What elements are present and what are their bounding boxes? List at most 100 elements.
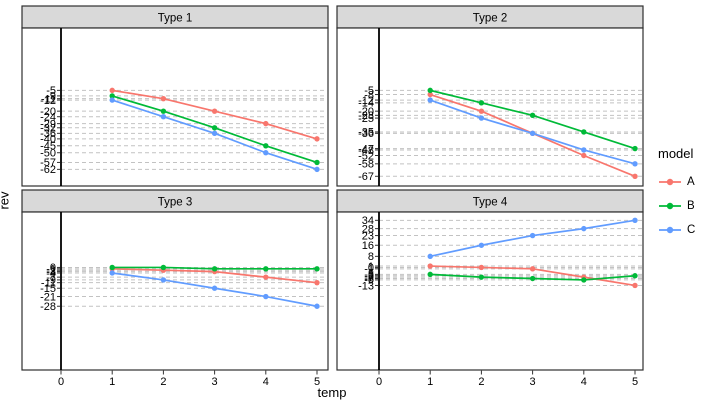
- data-point-C: [632, 161, 638, 167]
- x-tick-label: 4: [263, 376, 269, 388]
- y-tick-label: -24: [40, 112, 56, 124]
- y-tick-label: -2: [46, 265, 56, 277]
- y-tick-label: -32: [40, 123, 56, 135]
- x-tick-label: 2: [160, 376, 166, 388]
- facet-title: Type 2: [473, 13, 508, 25]
- y-tick-label: 0: [50, 262, 56, 274]
- y-tick-label: -12: [358, 95, 374, 107]
- y-tick-label: -12: [40, 95, 56, 107]
- data-point-C: [314, 303, 320, 309]
- y-tick-label: -58: [358, 159, 374, 171]
- data-point-C: [211, 130, 218, 137]
- data-point-A: [427, 91, 433, 98]
- y-tick-label: -9: [46, 91, 56, 103]
- data-point-A: [109, 87, 115, 94]
- y-tick-label: -1: [46, 264, 56, 276]
- panel-border: [21, 27, 329, 187]
- legend-key-icon: [659, 178, 681, 186]
- y-tick-label: -23: [358, 110, 374, 122]
- legend-title: model: [658, 146, 694, 161]
- data-point-B: [314, 266, 320, 272]
- x-tick-label: 2: [478, 376, 484, 388]
- data-point-B: [109, 93, 115, 99]
- x-tick-label: 4: [581, 376, 587, 388]
- y-tick-label: -4: [46, 268, 56, 280]
- data-point-B: [211, 125, 218, 131]
- data-point-A: [263, 274, 269, 280]
- data-point-B: [632, 273, 638, 279]
- y-tick-label: -21: [40, 291, 56, 303]
- y-tick-label: -25: [358, 113, 374, 125]
- data-point-B: [427, 87, 433, 94]
- x-tick-label: 1: [109, 376, 115, 388]
- x-axis-title: temp: [317, 385, 347, 400]
- data-point-C: [160, 114, 167, 120]
- y-tick-label: -36: [358, 128, 374, 140]
- y-tick-label: 34: [362, 215, 374, 227]
- y-tick-label: -9: [46, 275, 56, 287]
- x-tick-label: 3: [530, 376, 536, 388]
- data-point-B: [529, 112, 536, 119]
- legend-key-icon: [659, 226, 681, 234]
- y-tick-label: -29: [40, 118, 56, 130]
- y-tick-label: -7: [46, 272, 56, 284]
- y-tick-label: -62: [40, 164, 56, 176]
- x-tick-label: 3: [212, 376, 218, 388]
- y-tick-label: -36: [40, 128, 56, 140]
- y-tick-label: 28: [362, 223, 374, 235]
- data-point-A: [314, 279, 320, 286]
- data-point-B: [632, 145, 638, 152]
- data-point-A: [529, 266, 536, 272]
- panel-border: [336, 27, 644, 187]
- y-tick-label: -57: [40, 157, 56, 169]
- y-tick-label: -8: [364, 89, 374, 101]
- data-point-C: [478, 115, 485, 121]
- data-point-B: [211, 266, 218, 272]
- y-tick-label: -11: [41, 93, 56, 105]
- data-point-B: [529, 275, 536, 282]
- y-tick-label: -11: [41, 277, 56, 289]
- data-point-B: [427, 271, 433, 278]
- data-point-A: [632, 282, 638, 289]
- data-point-C: [529, 130, 536, 137]
- y-tick-label: -67: [358, 171, 374, 183]
- data-point-B: [160, 108, 167, 114]
- y-tick-label: -20: [40, 106, 56, 118]
- data-point-C: [632, 217, 638, 224]
- x-tick-label: 0: [376, 376, 382, 388]
- data-point-C: [314, 166, 320, 173]
- facet-title: Type 4: [473, 197, 508, 209]
- y-tick-label: -5: [364, 85, 374, 97]
- data-point-C: [109, 97, 115, 103]
- data-point-B: [581, 129, 587, 135]
- y-tick-label: 1: [368, 261, 374, 273]
- data-point-B: [160, 264, 167, 271]
- data-point-A: [632, 173, 638, 179]
- data-point-A: [478, 108, 485, 114]
- x-tick-label: 1: [427, 376, 433, 388]
- y-tick-label: -35: [358, 127, 374, 139]
- data-point-C: [109, 270, 115, 276]
- legend-item-label: B: [687, 200, 695, 212]
- data-point-C: [263, 150, 269, 156]
- facet-title: Type 1: [158, 13, 193, 25]
- y-tick-label: -47: [358, 143, 374, 155]
- facet-panel: Type 2 -5-8-12-14-20-23-25 -35-36 -47-48-52…: [336, 5, 644, 187]
- panel-border: [21, 211, 329, 371]
- data-point-C: [581, 147, 587, 153]
- legend-item-label: C: [687, 224, 696, 236]
- legend-item-C: C: [658, 218, 713, 242]
- x-tick-label: 5: [314, 376, 320, 388]
- data-point-C: [263, 293, 269, 300]
- facet-panel: Type 1 -5-9-11-12-20-24-29-32-36-40-45-50…: [21, 5, 329, 187]
- y-tick-label: -15: [40, 283, 56, 295]
- y-tick-label: -7: [364, 272, 374, 284]
- x-tick-label: 5: [632, 376, 638, 388]
- legend-item-A: A: [658, 170, 713, 194]
- data-point-A: [427, 263, 433, 269]
- data-point-C: [427, 97, 433, 103]
